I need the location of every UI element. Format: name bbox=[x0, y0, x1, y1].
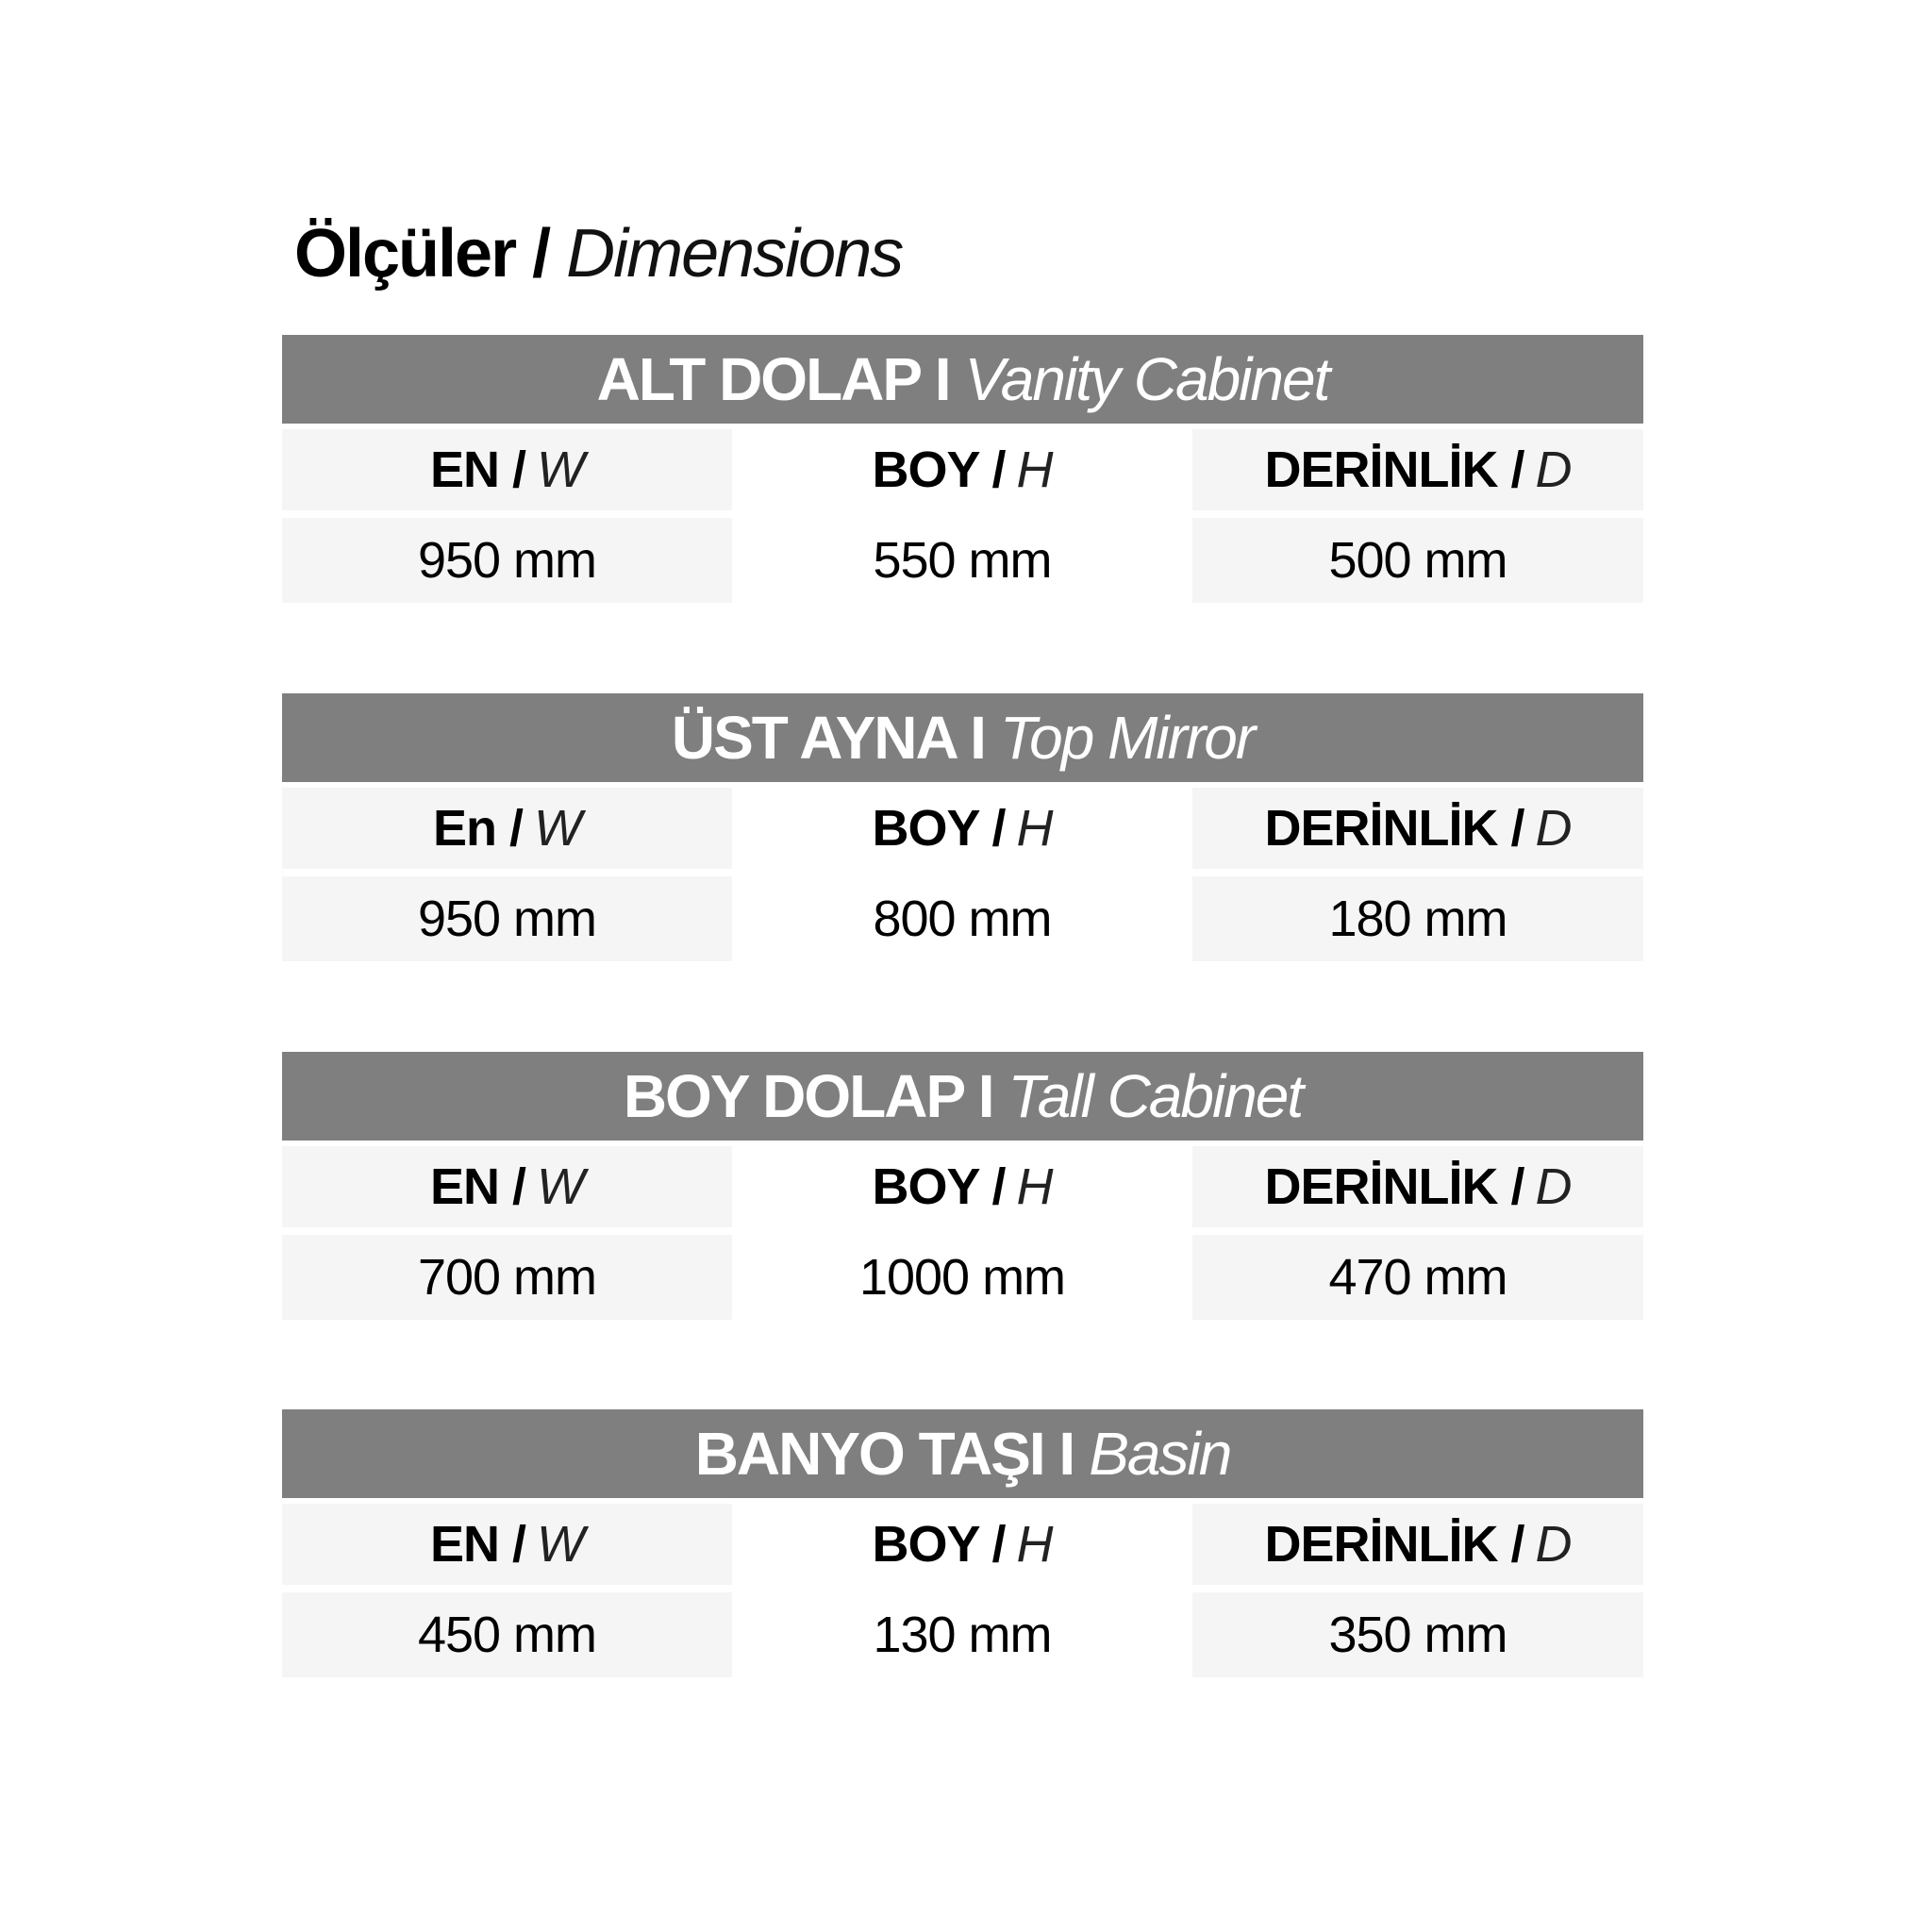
column-label: BOY / bbox=[872, 1158, 1006, 1215]
column-axis: D bbox=[1535, 1516, 1573, 1573]
title-english: Dimensions bbox=[566, 216, 904, 291]
dimension-value: 550 mm bbox=[873, 532, 1052, 589]
column-axis: H bbox=[1016, 1158, 1054, 1215]
column-axis: W bbox=[537, 441, 585, 498]
column-axis: W bbox=[537, 1158, 585, 1215]
section-subtitle: Basin bbox=[1089, 1420, 1232, 1488]
column-header: BOY / H bbox=[741, 788, 1183, 869]
column-label: BOY / bbox=[872, 441, 1006, 498]
dimension-value: 800 mm bbox=[873, 891, 1052, 947]
column-axis: W bbox=[537, 1516, 585, 1573]
column-header: BOY / H bbox=[741, 429, 1183, 510]
section-title: ALT DOLAP I bbox=[596, 345, 952, 413]
dimension-section: BOY DOLAP I Tall Cabinet EN / W 700 mm BOY / H… bbox=[282, 1052, 1643, 1320]
section-subtitle: Top Mirror bbox=[999, 704, 1256, 772]
column-header: BOY / H bbox=[741, 1146, 1183, 1227]
column-header: EN / W bbox=[282, 1146, 732, 1227]
section-header: BANYO TAŞI I Basin bbox=[282, 1409, 1643, 1498]
column-axis: D bbox=[1535, 800, 1573, 857]
dimension-value: 950 mm bbox=[282, 518, 732, 603]
column-header: EN / W bbox=[282, 1504, 732, 1585]
section-title: ÜST AYNA I bbox=[671, 704, 987, 772]
dimension-value: 500 mm bbox=[1192, 518, 1643, 603]
column-axis: W bbox=[534, 800, 582, 857]
column-label: DERİNLİK / bbox=[1264, 800, 1524, 857]
column-axis: H bbox=[1016, 441, 1054, 498]
dimension-value: 350 mm bbox=[1192, 1592, 1643, 1677]
title-turkish: Ölçüler / bbox=[294, 216, 551, 291]
column-label: DERİNLİK / bbox=[1264, 441, 1524, 498]
column-label: EN / bbox=[430, 1158, 526, 1215]
section-subtitle: Tall Cabinet bbox=[1008, 1062, 1305, 1130]
dimension-value: 130 mm bbox=[873, 1607, 1052, 1663]
column-header: DERİNLİK / D bbox=[1192, 1504, 1643, 1585]
column-label: En / bbox=[433, 800, 524, 857]
column-label: EN / bbox=[430, 441, 526, 498]
column-label: BOY / bbox=[872, 800, 1006, 857]
column-label: BOY / bbox=[872, 1516, 1006, 1573]
column-label: DERİNLİK / bbox=[1264, 1158, 1524, 1215]
page-title: Ölçüler / Dimensions bbox=[294, 215, 904, 292]
dimension-value: 1000 mm bbox=[858, 1249, 1066, 1306]
column-header: DERİNLİK / D bbox=[1192, 429, 1643, 510]
section-title: BANYO TAŞI I bbox=[694, 1420, 1075, 1488]
column-axis: D bbox=[1535, 1158, 1573, 1215]
column-label: EN / bbox=[430, 1516, 526, 1573]
column-label: DERİNLİK / bbox=[1264, 1516, 1524, 1573]
dimension-value: 450 mm bbox=[282, 1592, 732, 1677]
section-header: ALT DOLAP I Vanity Cabinet bbox=[282, 335, 1643, 424]
section-header: ÜST AYNA I Top Mirror bbox=[282, 693, 1643, 782]
column-header: DERİNLİK / D bbox=[1192, 1146, 1643, 1227]
dimension-value: 470 mm bbox=[1192, 1235, 1643, 1320]
column-axis: D bbox=[1535, 441, 1573, 498]
column-header: En / W bbox=[282, 788, 732, 869]
dimension-value: 180 mm bbox=[1192, 876, 1643, 961]
column-header: BOY / H bbox=[741, 1504, 1183, 1585]
section-title: BOY DOLAP I bbox=[623, 1062, 995, 1130]
dimension-value: 950 mm bbox=[282, 876, 732, 961]
column-header: DERİNLİK / D bbox=[1192, 788, 1643, 869]
dimension-section: BANYO TAŞI I Basin EN / W 450 mm BOY / H 130 mm… bbox=[282, 1409, 1643, 1677]
dimension-value: 700 mm bbox=[282, 1235, 732, 1320]
dimension-section: ÜST AYNA I Top Mirror En / W 950 mm BOY / H 800… bbox=[282, 693, 1643, 961]
section-header: BOY DOLAP I Tall Cabinet bbox=[282, 1052, 1643, 1141]
dimension-section: ALT DOLAP I Vanity Cabinet EN / W 950 mm BOY … bbox=[282, 335, 1643, 603]
section-subtitle: Vanity Cabinet bbox=[964, 345, 1330, 413]
column-header: EN / W bbox=[282, 429, 732, 510]
column-axis: H bbox=[1016, 1516, 1054, 1573]
column-axis: H bbox=[1016, 800, 1054, 857]
